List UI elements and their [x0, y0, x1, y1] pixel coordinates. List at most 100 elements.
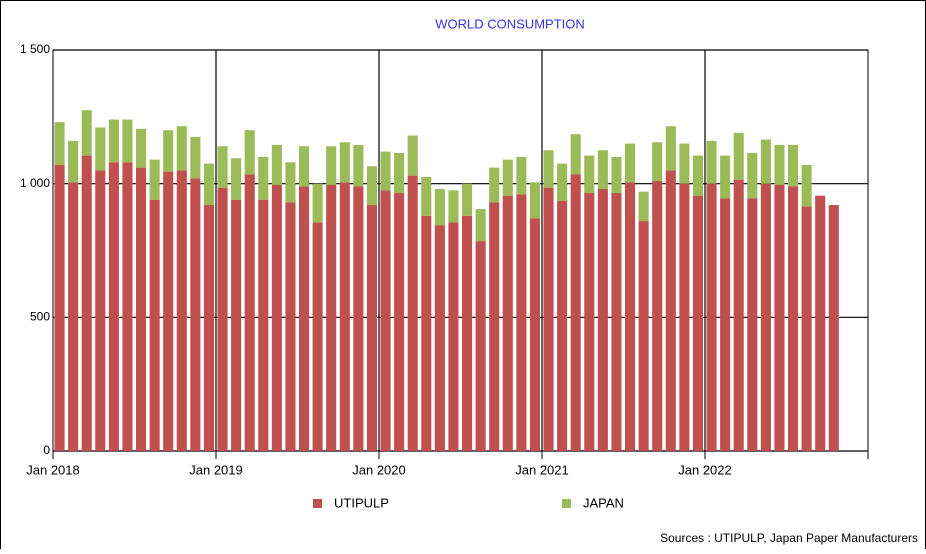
y-tick-label: 1 500 [20, 42, 50, 56]
bar-segment [652, 180, 663, 451]
bar-segment [163, 130, 174, 172]
bar-segment [692, 195, 703, 451]
bar-segment [122, 162, 133, 451]
bar-segment [108, 119, 119, 163]
bar-segment [706, 183, 717, 451]
bar-segment [421, 215, 432, 451]
bar-segment [203, 205, 214, 451]
bar-segment [244, 174, 255, 451]
bar-segment [665, 126, 676, 171]
bar-segment [380, 151, 391, 191]
bar-segment [339, 182, 350, 451]
bar-segment [149, 199, 160, 451]
bar-segment [163, 171, 174, 452]
bar-segment [570, 174, 581, 451]
legend-label: UTIPULP [334, 495, 389, 510]
bar-segment [407, 135, 418, 176]
bar-segment [625, 143, 636, 183]
bar-segment [421, 176, 432, 216]
bar-segment [529, 218, 540, 451]
bar-segment [475, 209, 486, 242]
bar-segment [244, 130, 255, 175]
bar-segment [720, 155, 731, 199]
bar-segment [217, 146, 228, 188]
bar-segment [788, 144, 799, 187]
bar-segment [149, 159, 160, 200]
bar-segment [285, 202, 296, 451]
bar-segment [136, 128, 147, 168]
bar-segment [326, 146, 337, 186]
bar-segment [95, 127, 106, 171]
bar-segment [54, 122, 65, 165]
bar-segment [258, 156, 269, 200]
bar-segment [299, 146, 310, 187]
bar-segment [584, 155, 595, 194]
bar-segment [299, 186, 310, 451]
bar-segment [815, 195, 826, 451]
bar-segment [597, 150, 608, 190]
bar-segment [434, 189, 445, 226]
bar-segment [584, 193, 595, 452]
bar-segment [68, 182, 79, 451]
bar-segment [81, 155, 92, 451]
bar-segment [326, 185, 337, 451]
bar-segment [489, 167, 500, 203]
bar-segment [462, 215, 473, 451]
bar-segment [760, 139, 771, 184]
source-note: Sources : UTIPULP, Japan Paper Manufactu… [660, 531, 918, 545]
bar-segment [570, 134, 581, 175]
bar-segment [774, 144, 785, 186]
bar-segment [176, 126, 187, 171]
bar-segment [136, 167, 147, 452]
y-tick-label: 500 [30, 310, 50, 324]
bar-segment [475, 241, 486, 451]
bar-segment [353, 186, 364, 451]
bar-segment [231, 199, 242, 451]
bar-segment [597, 189, 608, 451]
bar-segment [407, 175, 418, 451]
bar-segment [394, 152, 405, 194]
bar-segment [122, 119, 133, 163]
bar-segment [394, 193, 405, 452]
x-tick-label: Jan 2022 [678, 462, 732, 477]
bar-segment [638, 221, 649, 451]
bar-segment [760, 183, 771, 451]
bar-segment [366, 205, 377, 451]
bar-segment [557, 163, 568, 202]
bar-segment [502, 195, 513, 451]
bar-segment [516, 156, 527, 195]
bar-segment [434, 225, 445, 451]
legend-label: JAPAN [583, 495, 624, 510]
bar-segment [285, 162, 296, 203]
bar-segment [733, 179, 744, 451]
y-tick-label: 0 [43, 443, 50, 457]
bar-segment [801, 206, 812, 451]
bar-segment [176, 170, 187, 452]
y-tick-label: 1 000 [20, 176, 50, 190]
bar-segment [68, 140, 79, 183]
x-tick-label: Jan 2018 [26, 462, 80, 477]
bar-segment [747, 152, 758, 199]
bar-segment [353, 144, 364, 187]
bar-segment [679, 143, 690, 184]
legend-swatch [313, 499, 322, 508]
bar-segment [557, 201, 568, 451]
bar-segment [720, 198, 731, 451]
bar-segment [81, 110, 92, 156]
x-tick-label: Jan 2020 [352, 462, 406, 477]
bar-segment [502, 159, 513, 196]
chart-title: WORLD CONSUMPTION [435, 16, 585, 31]
bar-segment [638, 191, 649, 222]
bar-segment [366, 166, 377, 206]
bar-segment [190, 136, 201, 179]
bar-segment [489, 202, 500, 451]
bar-segment [665, 170, 676, 452]
bar-segment [462, 183, 473, 216]
bar-segment [706, 140, 717, 184]
bar-segment [54, 164, 65, 451]
bar-segment [747, 198, 758, 451]
bar-segment [679, 183, 690, 451]
bar-segment [448, 222, 459, 451]
bar-segment [611, 193, 622, 452]
